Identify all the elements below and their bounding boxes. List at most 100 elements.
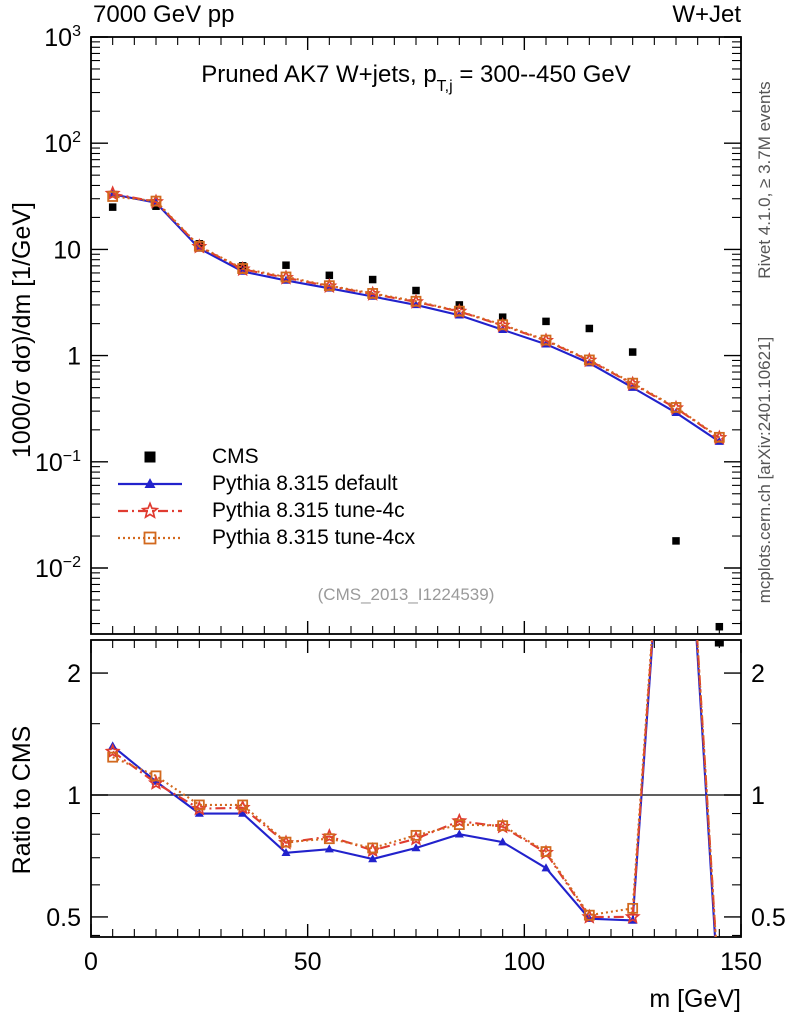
main-frame <box>90 36 742 635</box>
marker-filled-square <box>108 203 117 211</box>
series-pythia-8-315-tune-4c <box>104 185 728 445</box>
analysis-watermark: (CMS_2013_I1224539) <box>318 585 495 604</box>
marker-open-square <box>143 531 157 545</box>
marker-filled-square <box>282 261 290 269</box>
x-tick-label: 100 <box>503 948 545 976</box>
marker-filled-square <box>628 348 637 356</box>
marker-open-square <box>627 377 639 389</box>
marker-open-star <box>451 812 468 828</box>
legend-label: Pythia 8.315 tune-4cx <box>212 526 416 549</box>
marker-open-square <box>453 819 465 831</box>
marker-filled-triangle <box>324 844 334 853</box>
marker-open-square <box>583 909 595 921</box>
series-cms <box>108 202 724 631</box>
ratio-panel <box>90 639 742 938</box>
legend-item-0[interactable]: CMS <box>144 445 259 468</box>
mcplots-reference-label: mcplots.cern.ch [arXiv:2401.10621] <box>755 337 774 603</box>
ratio-y-tick-label: 1 <box>67 782 81 810</box>
marker-filled-square <box>585 324 594 333</box>
marker-filled-triangle <box>144 478 156 488</box>
x-tick-label: 50 <box>294 948 322 976</box>
marker-open-square <box>540 334 552 346</box>
marker-open-square <box>107 191 119 202</box>
main-x-ticks <box>90 37 742 634</box>
marker-open-square <box>713 431 725 443</box>
ratio-series-line <box>112 640 717 937</box>
marker-open-square <box>367 842 379 854</box>
ratio-y-tick-label-right: 2 <box>751 660 765 688</box>
marker-filled-triangle <box>411 843 421 852</box>
marker-open-square <box>237 799 249 811</box>
marker-open-square <box>583 354 595 366</box>
marker-filled-square <box>325 271 334 280</box>
marker-open-square <box>323 833 335 845</box>
marker-open-square <box>627 902 639 914</box>
marker-filled-triangle <box>194 808 204 817</box>
marker-open-square <box>540 846 552 857</box>
ratio-x-ticks <box>90 640 742 937</box>
legend-item-1[interactable]: Pythia 8.315 default <box>118 472 398 495</box>
marker-filled-square <box>714 640 724 647</box>
marker-filled-square <box>368 275 377 284</box>
series-pythia-8-315-default <box>108 189 724 445</box>
x-tick-label: 0 <box>84 948 98 976</box>
ratio-y-tick-label: 2 <box>67 660 81 688</box>
legend-label: Pythia 8.315 tune-4c <box>212 499 405 522</box>
legend-label: CMS <box>212 445 259 468</box>
y-tick-label: 1 <box>67 343 81 371</box>
marker-open-square <box>323 280 335 292</box>
ratio-y-ticks <box>91 672 741 936</box>
marker-open-star <box>140 501 160 519</box>
ratio-y-tick-label-right: 0.5 <box>751 904 786 932</box>
marker-filled-square <box>144 451 156 463</box>
legend-item-3[interactable]: Pythia 8.315 tune-4cx <box>118 526 416 549</box>
marker-open-square <box>367 288 379 299</box>
marker-filled-triangle <box>281 847 291 857</box>
rivet-version-label: Rivet 4.1.0, ≥ 3.7M events <box>755 81 774 278</box>
marker-open-square <box>280 271 292 283</box>
marker-open-square <box>280 836 292 848</box>
main-data <box>104 185 728 631</box>
marker-open-star <box>104 743 121 759</box>
marker-open-square <box>410 295 422 307</box>
ratio-series-pythia-8-315-tune-4c <box>104 640 717 937</box>
y-tick-label: 102 <box>44 129 81 158</box>
marker-open-square <box>107 751 119 763</box>
ratio-series-pythia-8-315-tune-4cx <box>107 640 717 937</box>
marker-open-square <box>193 240 205 252</box>
series-pythia-8-315-tune-4cx <box>107 191 725 443</box>
marker-open-square <box>237 263 249 274</box>
legend: CMS Pythia 8.315 default Pythia 8.315 tune… <box>118 445 416 549</box>
ratio-series-pythia-8-315-default <box>108 640 717 937</box>
x-tick-label: 150 <box>720 948 762 976</box>
ratio-frame <box>90 639 742 938</box>
marker-filled-triangle <box>368 854 378 863</box>
y-tick-label: 10 <box>53 236 81 264</box>
ratio-y-tick-label-right: 1 <box>751 782 765 810</box>
marker-filled-triangle <box>541 863 551 872</box>
marker-filled-square <box>672 537 680 545</box>
ratio-data <box>104 640 724 937</box>
series-line <box>112 193 720 443</box>
marker-open-square <box>193 799 205 811</box>
legend-item-2[interactable]: Pythia 8.315 tune-4c <box>118 499 405 522</box>
plot-title: Pruned AK7 W+jets, pT,j = 300--450 GeV <box>201 61 631 95</box>
marker-filled-triangle <box>454 829 464 838</box>
marker-open-square <box>670 402 682 413</box>
marker-open-square <box>497 319 509 331</box>
marker-filled-square <box>238 262 247 270</box>
series-line <box>112 192 720 439</box>
marker-filled-square <box>542 317 550 326</box>
ratio-y-axis-title: Ratio to CMS <box>8 726 36 875</box>
ratio-series-line <box>112 640 717 937</box>
marker-open-square <box>150 770 162 782</box>
ratio-y-tick-label: 0.5 <box>46 904 81 932</box>
header-left: 7000 GeV pp <box>93 1 234 28</box>
legend-label: Pythia 8.315 default <box>212 472 398 495</box>
main-y-ticks <box>91 36 741 625</box>
marker-filled-square <box>412 286 420 295</box>
x-axis-title: m [GeV] <box>649 985 741 1013</box>
